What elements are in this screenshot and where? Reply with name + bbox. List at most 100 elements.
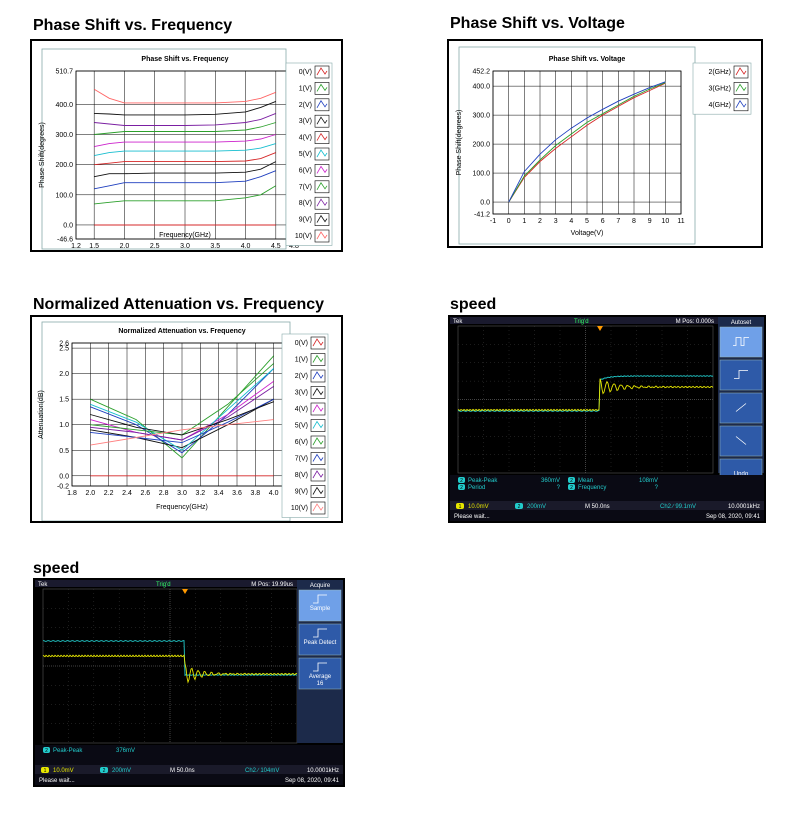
meas-channel-badge bbox=[458, 477, 465, 483]
frequency-readout: 10.0001kHz bbox=[307, 768, 339, 774]
meas-value: 376mV bbox=[116, 748, 135, 754]
undo-autoset-label: Undo bbox=[734, 472, 749, 478]
series-line-1 bbox=[508, 82, 666, 203]
heading-normalized-attenuation: Normalized Attenuation vs. Frequency bbox=[33, 296, 325, 313]
frequency-readout: 10.0001kHz bbox=[728, 504, 760, 510]
x-tick-label: 9 bbox=[648, 218, 652, 225]
legend-swatch bbox=[310, 402, 326, 416]
x-tick-label: -1 bbox=[490, 218, 496, 225]
x-tick-label: 1.2 bbox=[71, 243, 81, 250]
chart-phase-shift-frequency: Phase Shift vs. Frequency 1.2 1.5 2.0 2.5 3.0… bbox=[39, 48, 333, 250]
series-line-1 bbox=[94, 185, 277, 205]
footer-datetime: Sep 08, 2020, 09:41 bbox=[706, 514, 761, 520]
y-tick-label: 510.7 bbox=[55, 69, 73, 76]
legend-label: 0(V) bbox=[295, 340, 308, 347]
x-tick-label: 4.8 bbox=[289, 243, 299, 250]
legend-label: 6(V) bbox=[299, 167, 312, 174]
legend-label: 6(V) bbox=[295, 439, 308, 446]
series-line-9 bbox=[90, 401, 274, 436]
x-tick-label: 2 bbox=[538, 218, 542, 225]
legend-swatch-line bbox=[312, 404, 324, 413]
status-bar bbox=[35, 765, 343, 774]
legend-swatch bbox=[733, 82, 749, 95]
series-line-5 bbox=[90, 368, 274, 451]
chart-frame bbox=[458, 46, 696, 245]
chart-phase-shift-voltage: Phase Shift vs. Voltage -1 0 1 2 3 4 5 6 7 8 9 10 11 -… bbox=[456, 46, 752, 245]
side-menu-header: Autoset bbox=[731, 320, 752, 326]
ch1-badge bbox=[456, 503, 464, 509]
x-tick-label: 1 bbox=[522, 218, 526, 225]
y-tick-label: 452.2 bbox=[472, 69, 490, 76]
y-tick-label: 100.0 bbox=[55, 192, 73, 199]
ch2-scale: 200mV bbox=[527, 504, 546, 510]
y-tick-label: 0.5 bbox=[59, 448, 69, 455]
y-axis-label: Attenuation(dB) bbox=[38, 390, 45, 439]
x-tick-label: 8 bbox=[632, 218, 636, 225]
autoset-step-icon bbox=[734, 370, 748, 379]
legend-swatch-line bbox=[312, 371, 324, 380]
ch2-number: 2 bbox=[103, 768, 106, 774]
meas-value: 360mV bbox=[541, 478, 560, 484]
footer-datetime: Sep 08, 2020, 09:41 bbox=[285, 778, 340, 784]
legend-swatch-line bbox=[312, 338, 324, 347]
meas-channel-number: 2 bbox=[460, 485, 463, 491]
sample-mode-icon bbox=[313, 594, 327, 604]
x-tick-label: 11 bbox=[677, 218, 684, 225]
x-tick-label: 3.6 bbox=[232, 490, 242, 497]
y-tick-label: -0.2 bbox=[57, 484, 69, 491]
legend-label: 7(V) bbox=[299, 184, 312, 191]
legend-swatch-line bbox=[316, 182, 328, 190]
legend-swatch-line bbox=[312, 437, 324, 446]
trigger-readout: Ch2 ∕ 104mV bbox=[245, 767, 279, 774]
legend-swatch bbox=[310, 336, 326, 350]
peak-detect-label: Peak Detect bbox=[304, 640, 337, 646]
series-line-2 bbox=[90, 368, 275, 454]
legend-swatch-line bbox=[316, 198, 328, 207]
meas-channel-badge bbox=[568, 477, 575, 483]
chart-panel-phase-shift-frequency: Phase Shift vs. Frequency 1.2 1.5 2.0 2.5 3.0… bbox=[30, 39, 343, 252]
x-tick-label: 0 bbox=[507, 218, 511, 225]
x-axis-label: Voltage(V) bbox=[571, 230, 604, 237]
footer-bar bbox=[35, 775, 343, 785]
legend-swatch bbox=[314, 180, 330, 194]
y-tick-label: 2.6 bbox=[59, 341, 69, 348]
status-bar bbox=[450, 501, 764, 510]
y-axis-label: Phase Shift(degrees) bbox=[39, 122, 46, 188]
x-tick-label: 2.2 bbox=[104, 490, 114, 497]
meas-channel-number: 2 bbox=[460, 478, 463, 484]
legend-swatch bbox=[310, 419, 326, 432]
legend-swatch-line bbox=[316, 67, 328, 76]
chart-panel-normalized-attenuation: Normalized Attenuation vs. Frequency 1.8 2… bbox=[30, 315, 343, 523]
legend-swatch bbox=[310, 369, 326, 383]
sample-mode-label: Sample bbox=[310, 606, 331, 612]
scope-top-bar bbox=[450, 317, 718, 324]
heading-speed-1: speed bbox=[450, 296, 497, 313]
legend-swatch-line bbox=[316, 149, 328, 158]
meas-label: Peak-Peak bbox=[468, 478, 498, 484]
meas-channel-number: 2 bbox=[570, 478, 573, 484]
x-tick-label: 2.5 bbox=[150, 243, 160, 250]
legend-label: 2(GHz) bbox=[708, 69, 731, 76]
series-line-2 bbox=[508, 81, 666, 203]
ch1-number: 1 bbox=[44, 768, 47, 774]
meas-label: Period bbox=[468, 485, 485, 491]
series-line-4 bbox=[94, 152, 276, 166]
x-tick-label: 3.2 bbox=[195, 490, 205, 497]
legend-label: 10(V) bbox=[291, 505, 308, 512]
channel-1-waveform bbox=[42, 654, 297, 684]
chart-title: Phase Shift vs. Voltage bbox=[549, 56, 626, 63]
trigger-marker bbox=[182, 589, 188, 594]
legend-swatch-line bbox=[316, 100, 328, 108]
series-line-10 bbox=[93, 88, 276, 104]
timebase: M 50.0ns bbox=[170, 768, 195, 774]
legend-swatch-line bbox=[316, 116, 328, 125]
meas-channel-number: 2 bbox=[570, 485, 573, 491]
x-tick-label: 3 bbox=[554, 218, 558, 225]
ch2-badge bbox=[515, 503, 523, 509]
meas-label: Peak-Peak bbox=[53, 748, 83, 754]
x-tick-label: 1.5 bbox=[89, 243, 99, 250]
x-tick-label: 1.8 bbox=[67, 490, 77, 497]
y-tick-label: 0.0 bbox=[480, 200, 490, 207]
average-count: 16 bbox=[317, 681, 324, 687]
